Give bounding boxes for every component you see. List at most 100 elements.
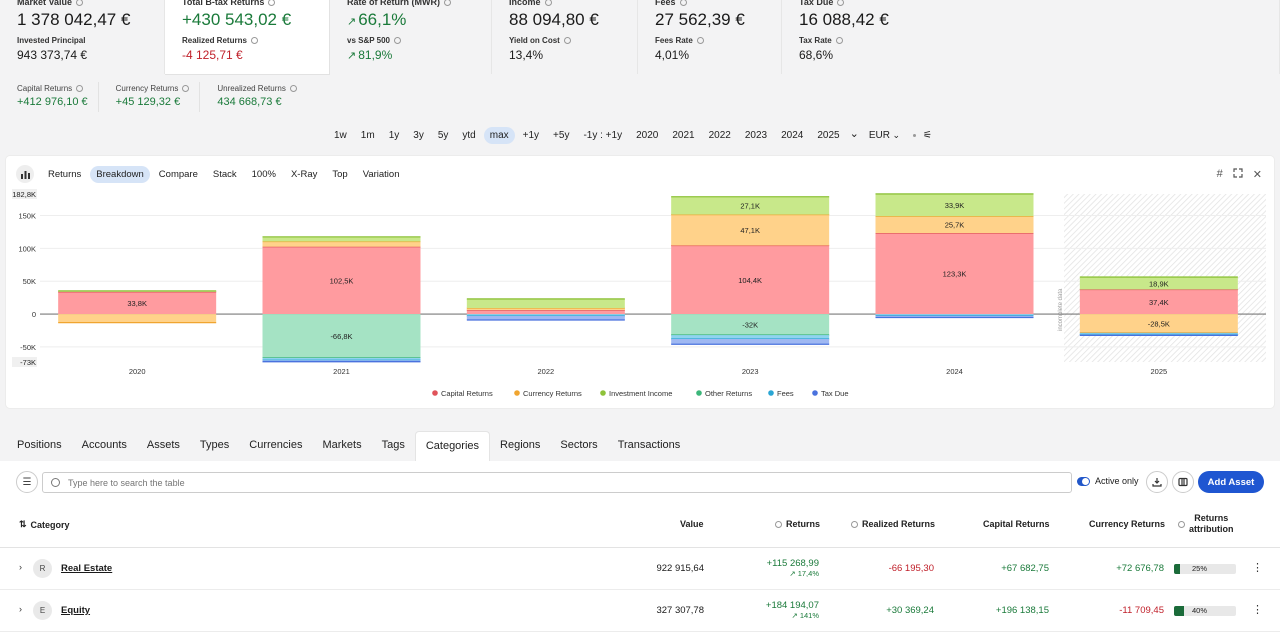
- header-category[interactable]: ⇅ Category: [19, 519, 70, 530]
- period-2023[interactable]: 2023: [744, 130, 768, 141]
- metric-5[interactable]: Tax Due 16 088,42 € Tax Rate 68,6%: [782, 0, 1280, 74]
- period-max[interactable]: max: [483, 127, 515, 144]
- period-ytd[interactable]: ytd: [462, 130, 476, 141]
- more-options-icon[interactable]: ⋮: [1252, 604, 1263, 616]
- tab-accounts[interactable]: Accounts: [81, 439, 127, 451]
- header-returns[interactable]: Returns: [775, 519, 820, 529]
- table-row[interactable]: › E Equity 327 307,78 +184 194,07 ↗ 141% +30 3…: [0, 590, 1280, 632]
- period-2022[interactable]: 2022: [708, 130, 731, 141]
- period-5y[interactable]: 5y: [437, 130, 449, 141]
- tab-currencies[interactable]: Currencies: [249, 439, 303, 451]
- metric-2[interactable]: Rate of Return (MWR) ↗ 66,1% vs S&P 500 ↗ 81,…: [330, 0, 492, 74]
- period-3y[interactable]: 3y: [413, 130, 424, 141]
- bar-segment[interactable]: [875, 193, 1034, 217]
- metric-3[interactable]: Income 88 094,80 € Yield on Cost 13,4%: [492, 0, 638, 74]
- header-returns-attribution[interactable]: Returns attribution: [1178, 513, 1234, 535]
- search-input[interactable]: [68, 477, 968, 488]
- tab-sectors[interactable]: Sectors: [560, 439, 598, 451]
- bar-segment[interactable]: [262, 314, 421, 358]
- bar-segment[interactable]: [875, 315, 1034, 318]
- column-filter-button[interactable]: ☰: [16, 471, 38, 493]
- chart-tab-100-[interactable]: 100%: [251, 168, 276, 180]
- bar-segment[interactable]: [671, 339, 830, 345]
- bar-segment[interactable]: [262, 246, 421, 315]
- header-currency-returns[interactable]: Currency Returns: [1089, 519, 1165, 529]
- more-options-icon[interactable]: ⋮: [1252, 562, 1263, 574]
- chevron-right-icon[interactable]: ›: [19, 562, 22, 572]
- legend-label[interactable]: Fees: [777, 389, 794, 398]
- bar-segment[interactable]: [875, 233, 1034, 315]
- download-button[interactable]: [1146, 471, 1168, 493]
- period-2020[interactable]: 2020: [636, 130, 659, 141]
- tab-positions[interactable]: Positions: [17, 439, 62, 451]
- tab-categories[interactable]: Categories: [414, 431, 491, 461]
- period-1m[interactable]: 1m: [360, 130, 375, 141]
- bar-segment[interactable]: [671, 245, 830, 315]
- chart-tab-x-ray[interactable]: X-Ray: [290, 168, 318, 180]
- period-+5y[interactable]: +5y: [553, 130, 570, 141]
- period-2021[interactable]: 2021: [672, 130, 695, 141]
- period-2024[interactable]: 2024: [781, 130, 804, 141]
- header-value[interactable]: Value: [680, 519, 704, 529]
- bar-segment[interactable]: [875, 216, 1034, 234]
- tab-tags[interactable]: Tags: [381, 439, 405, 451]
- header-capital-returns[interactable]: Capital Returns: [983, 519, 1050, 529]
- bar-segment[interactable]: [58, 314, 217, 323]
- returns-breakdown-item[interactable]: Unrealized Returns 434 668,73 €: [200, 82, 306, 112]
- chart-tab-compare[interactable]: Compare: [158, 168, 198, 180]
- returns-breakdown-item[interactable]: Capital Returns +412 976,10 €: [0, 82, 99, 112]
- legend-label[interactable]: Investment Income: [609, 389, 672, 398]
- metric-0[interactable]: Market Value 1 378 042,47 € Invested Princ…: [0, 0, 165, 74]
- chart-tab-stack[interactable]: Stack: [212, 168, 237, 180]
- period-2025[interactable]: 2025: [817, 130, 840, 141]
- bar-segment[interactable]: [262, 360, 421, 362]
- columns-button[interactable]: [1172, 471, 1194, 493]
- search-box[interactable]: [42, 472, 1072, 493]
- period-1y[interactable]: 1y: [388, 130, 400, 141]
- bar-segment[interactable]: [466, 316, 625, 320]
- expand-icon[interactable]: [1233, 168, 1243, 181]
- close-icon[interactable]: ✕: [1252, 169, 1262, 181]
- bar-segment[interactable]: [671, 335, 830, 340]
- tab-transactions[interactable]: Transactions: [617, 439, 681, 451]
- bar-segment[interactable]: [58, 291, 217, 315]
- tab-assets[interactable]: Assets: [146, 439, 180, 451]
- add-asset-button[interactable]: Add Asset: [1198, 471, 1264, 493]
- chevron-right-icon[interactable]: ›: [19, 604, 22, 614]
- period-+1y[interactable]: +1y: [522, 130, 540, 141]
- chevron-down-icon[interactable]: ⌄: [849, 128, 859, 140]
- legend-label[interactable]: Tax Due: [821, 389, 849, 398]
- legend-label[interactable]: Capital Returns: [441, 389, 493, 398]
- chart-tab-top[interactable]: Top: [332, 168, 348, 180]
- bar-segment[interactable]: [671, 314, 830, 336]
- bar-segment[interactable]: [671, 214, 830, 246]
- hash-icon[interactable]: #: [1216, 168, 1223, 180]
- bar-segment[interactable]: [1079, 289, 1238, 315]
- currency-select[interactable]: EUR ⌄: [863, 127, 906, 144]
- legend-label[interactable]: Currency Returns: [523, 389, 582, 398]
- bar-segment[interactable]: [671, 196, 830, 215]
- metric-4[interactable]: Fees 27 562,39 € Fees Rate 4,01%: [638, 0, 782, 74]
- header-realized-returns[interactable]: Realized Returns: [851, 519, 935, 529]
- tab-regions[interactable]: Regions: [500, 439, 541, 451]
- bar-segment[interactable]: [1079, 277, 1238, 290]
- returns-breakdown-item[interactable]: Currency Returns +45 129,32 €: [99, 82, 201, 112]
- tab-markets[interactable]: Markets: [322, 439, 362, 451]
- bar-segment[interactable]: [466, 308, 625, 311]
- chart-tab-variation[interactable]: Variation: [362, 168, 400, 180]
- table-row[interactable]: › R Real Estate 922 915,64 +115 268,99 ↗ 17,4…: [0, 548, 1280, 590]
- bar-segment[interactable]: [466, 310, 625, 315]
- bar-segment[interactable]: [466, 298, 625, 309]
- bar-segment[interactable]: [1079, 314, 1238, 333]
- toggle-switch[interactable]: [1077, 476, 1090, 486]
- bar-segment[interactable]: [466, 314, 625, 317]
- bar-segment[interactable]: [262, 357, 421, 361]
- bar-segment[interactable]: [1079, 332, 1238, 335]
- tab-types[interactable]: Types: [199, 439, 230, 451]
- chart-tab-breakdown[interactable]: Breakdown: [90, 165, 150, 183]
- category-name[interactable]: Real Estate: [61, 563, 113, 574]
- settings-sliders-icon[interactable]: ⚟: [922, 130, 932, 141]
- bar-chart-icon[interactable]: [16, 165, 34, 183]
- category-name[interactable]: Equity: [61, 605, 91, 616]
- bar-segment[interactable]: [262, 241, 421, 247]
